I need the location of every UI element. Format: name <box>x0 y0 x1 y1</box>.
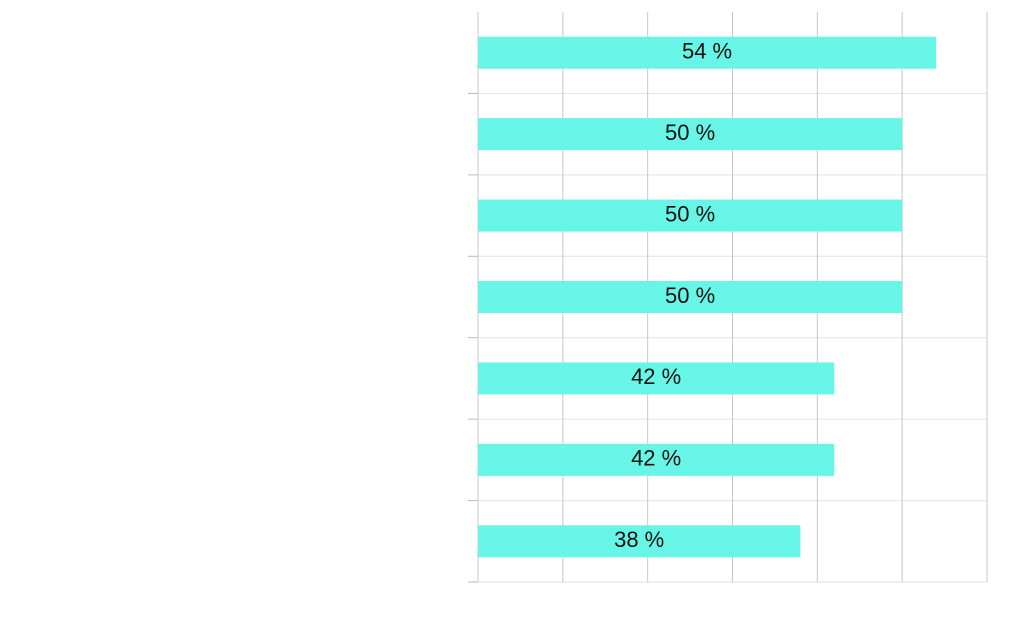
bar <box>478 118 903 151</box>
bar <box>478 362 835 395</box>
value-label: 50 % <box>665 201 715 226</box>
bar <box>478 36 937 69</box>
bar <box>478 281 903 313</box>
value-label: 42 % <box>631 446 681 471</box>
value-label: 50 % <box>665 283 715 308</box>
value-label: 50 % <box>665 120 715 145</box>
bar <box>478 443 835 476</box>
bar <box>478 199 903 232</box>
value-label: 54 % <box>682 39 732 64</box>
value-label: 42 % <box>631 364 681 389</box>
bar <box>478 525 801 558</box>
value-label: 38 % <box>614 527 664 552</box>
